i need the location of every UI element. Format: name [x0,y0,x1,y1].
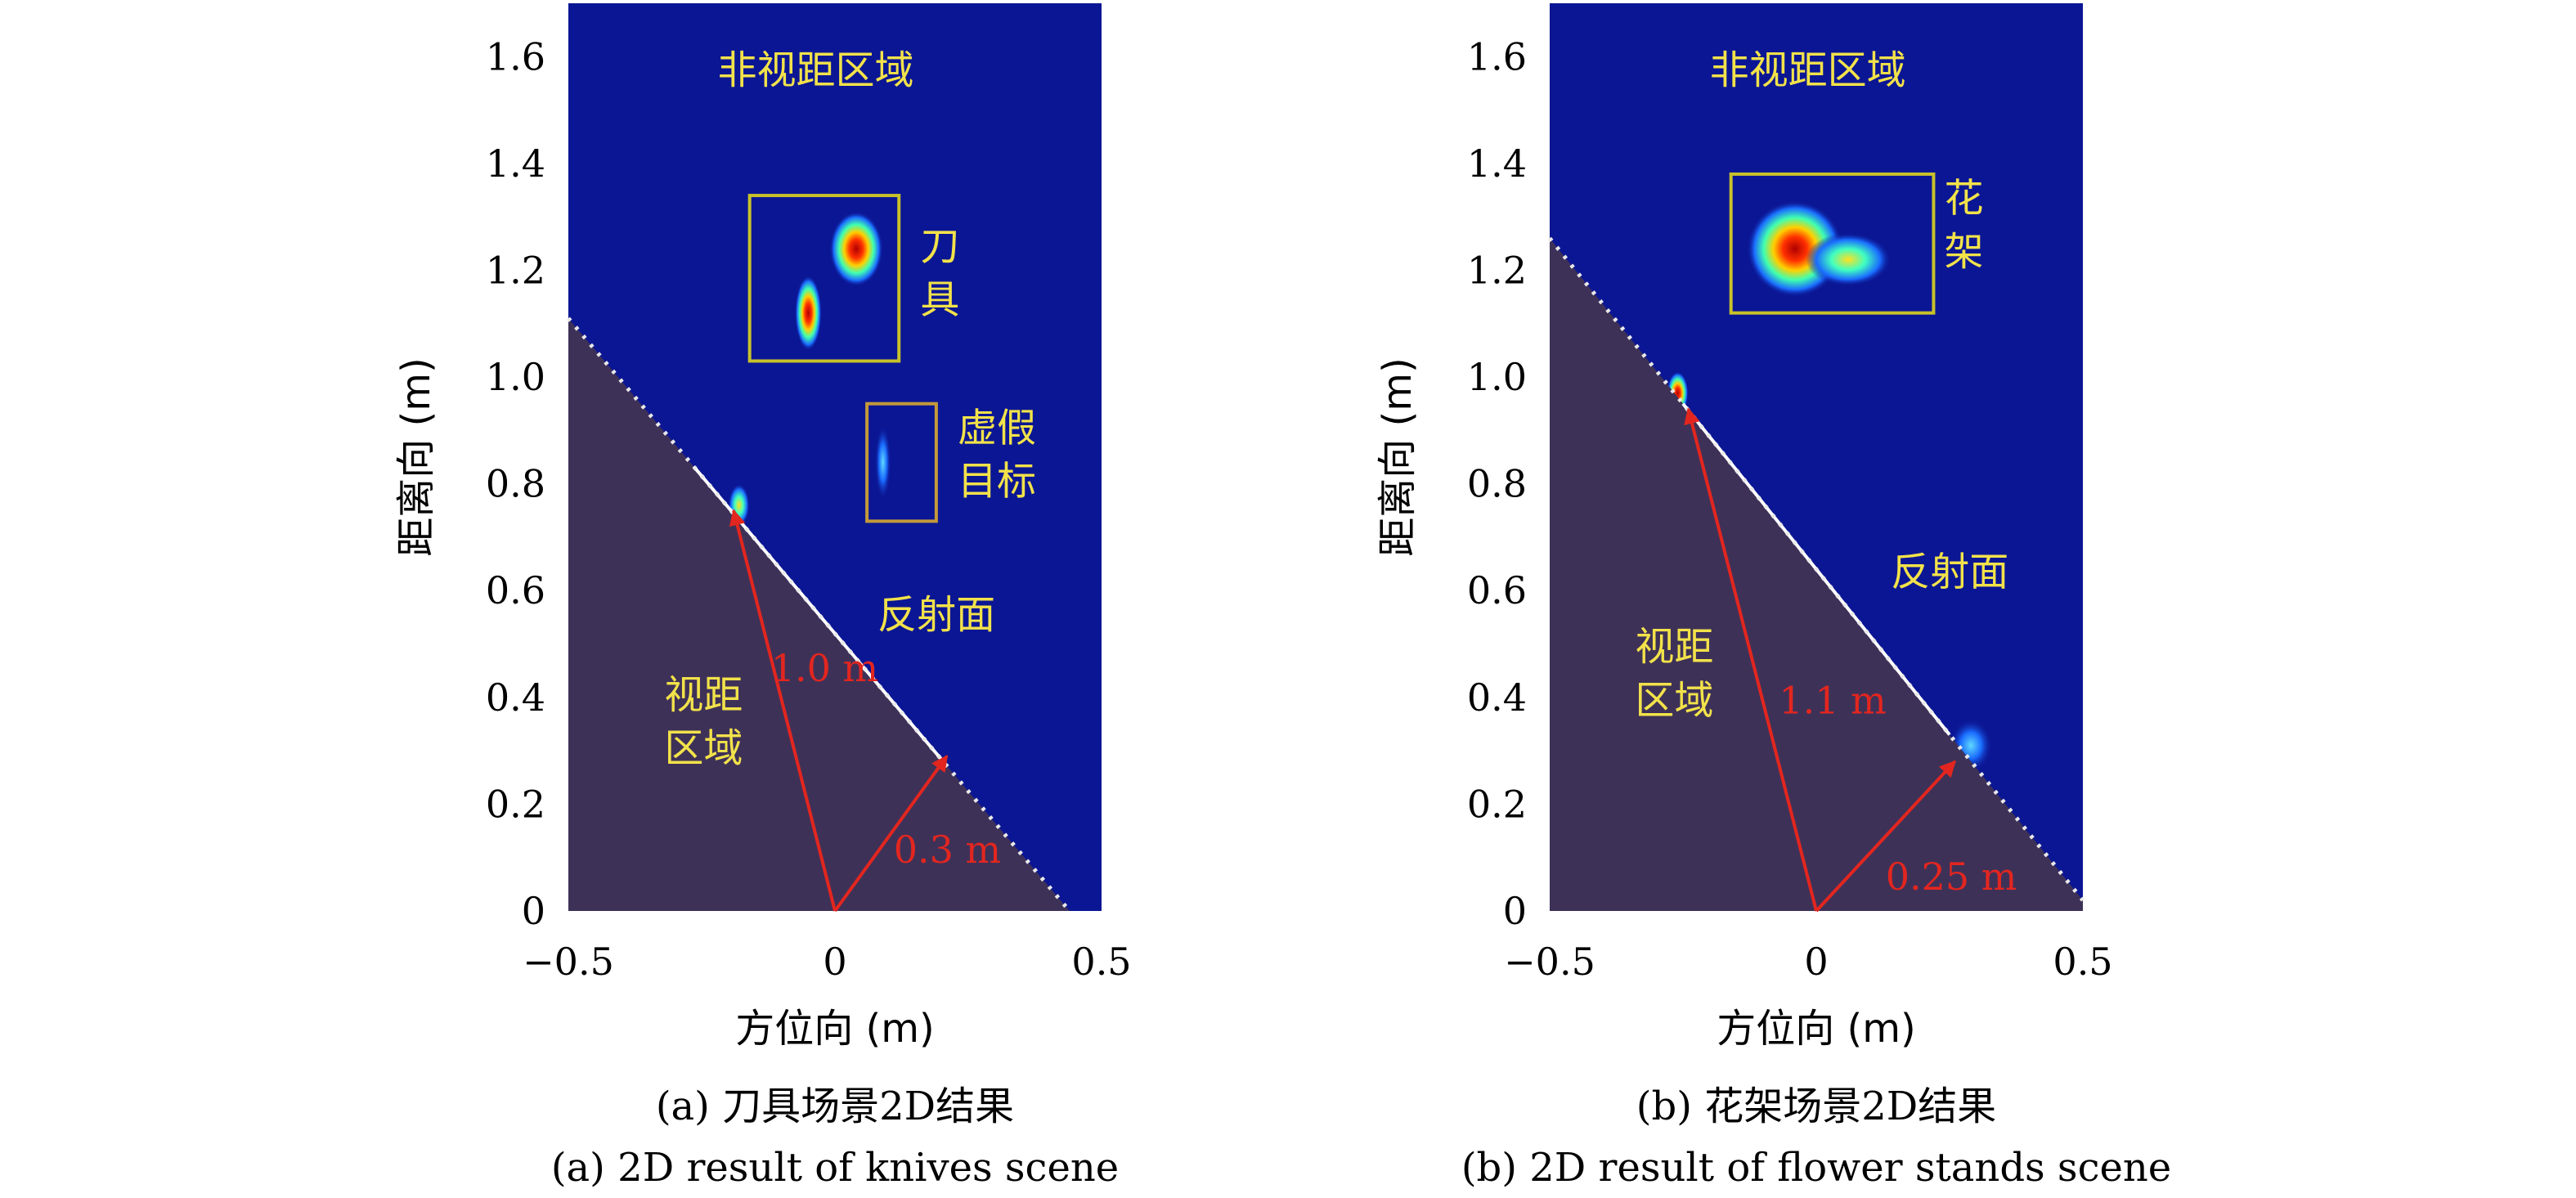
hotspots-layer [1667,200,1993,773]
los-label-2: 区域 [1635,677,1713,723]
distance-main-label: 1.0 m [771,646,878,690]
hotspot-1 [829,211,883,287]
y-tick-label: 0.6 [486,568,545,612]
target-box [747,194,901,363]
y-tick-label: 1.4 [1467,141,1527,186]
caption-cn: (b) 花架场景2D结果 [1636,1084,1996,1129]
x-tick-label: 0.5 [2053,940,2112,984]
hotspot-2 [795,276,822,351]
target-box [1729,172,1936,315]
fake-label-2: 目标 [958,459,1036,505]
fake-label-1: 虚假 [958,405,1036,451]
y-tick-label: 0.2 [1467,782,1527,826]
y-tick-label: 0.8 [486,462,545,506]
los-label-1: 视距 [1635,624,1713,670]
y-tick-label: 1.2 [1467,248,1527,292]
x-axis-label: 方位向 (m) [735,1006,934,1052]
arrow-perp [833,755,949,913]
x-tick-label: 0 [823,940,846,984]
y-tick-label: 0.4 [1467,675,1527,720]
x-ticks: −0.5 0 0.5 [1504,940,2112,984]
y-tick-label: 1.4 [486,141,545,186]
los-region [1550,238,2083,911]
y-tick-label: 0.4 [486,675,545,720]
y-tick-label: 0.2 [486,782,545,826]
reflector-label: 反射面 [1891,550,2008,595]
los-label-1: 视距 [664,672,743,718]
x-tick-label: 0 [1804,940,1828,984]
reflector-wall-dots [1548,236,2085,902]
caption-en: (b) 2D result of flower stands scene [1461,1145,2171,1191]
y-ticks: 0 0.2 0.4 0.6 0.8 1.0 1.2 1.4 1.6 [1467,34,1527,933]
hotspot-2 [1805,232,1892,287]
x-ticks: −0.5 0 0.5 [523,940,1131,984]
distance-main-label: 1.1 m [1779,678,1886,722]
y-ticks: 0 0.2 0.4 0.6 0.8 1.0 1.2 1.4 1.6 [486,34,545,933]
fake-target-box [865,402,938,523]
y-axis-label: 距离向 (m) [393,357,439,556]
reflector-label: 反射面 [877,592,995,638]
x-axis-label: 方位向 (m) [1717,1006,1915,1052]
target-label-1: 花 [1944,176,1983,222]
target-label-2: 架 [1944,229,1983,275]
y-tick-label: 0.6 [1467,568,1527,612]
y-tick-label: 1.0 [486,355,545,399]
y-axis-label: 距离向 (m) [1375,357,1420,556]
arrow-perp [1815,760,1956,913]
target-label-1: 刀 [920,223,959,269]
y-tick-label: 1.6 [486,34,545,79]
caption-en: (a) 2D result of knives scene [551,1145,1119,1191]
x-tick-label: 0.5 [1071,940,1131,984]
los-label-2: 区域 [664,725,743,771]
y-tick-label: 1.6 [1467,34,1527,79]
nlos-label: 非视距区域 [1710,47,1906,93]
arrow-main [729,509,837,912]
y-tick-label: 0.8 [1467,462,1527,506]
y-tick-label: 1.2 [486,248,545,292]
target-label-2: 具 [920,277,959,323]
y-tick-label: 0 [522,889,545,933]
caption-cn: (a) 刀具场景2D结果 [656,1084,1014,1129]
x-tick-label: −0.5 [523,940,614,984]
y-tick-label: 0 [1503,889,1527,933]
arrow-main [1684,407,1818,912]
distance-perp-label: 0.3 m [894,828,1001,872]
x-tick-label: −0.5 [1504,940,1595,984]
hotspots-layer [728,211,891,527]
panel-a: −0.5 0 0.5 0 0.2 0.4 0.6 0.8 1.0 1.2 1.4 1.6 非视距区域… [393,3,1132,1191]
distance-perp-label: 0.25 m [1886,855,2017,899]
y-tick-label: 1.0 [1467,355,1527,399]
panel-b: −0.5 0 0.5 0 0.2 0.4 0.6 0.8 1.0 1.2 1.4 1.6 非视距区域… [1375,3,2171,1191]
hotspot-3 [874,424,891,500]
nlos-label: 非视距区域 [718,47,914,93]
